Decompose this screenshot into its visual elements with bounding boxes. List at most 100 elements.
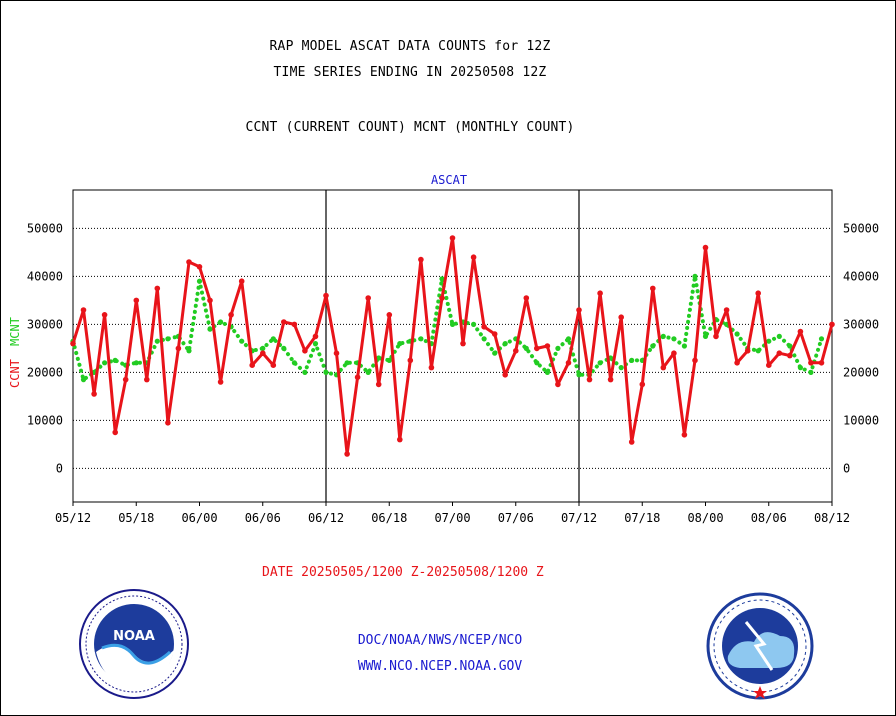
x-tick-label: 08/12 — [814, 511, 850, 525]
data-point-ccnt — [418, 256, 424, 263]
y-tick-label-left: 50000 — [27, 221, 63, 235]
data-point-mcnt — [112, 357, 118, 363]
data-point-ccnt — [449, 235, 456, 241]
data-point-ccnt — [744, 348, 751, 354]
data-point-ccnt — [523, 295, 530, 301]
data-point-mcnt — [281, 345, 287, 351]
data-point-ccnt — [460, 340, 466, 347]
data-point-ccnt — [291, 321, 298, 328]
data-point-ccnt — [270, 362, 277, 369]
data-point-ccnt — [154, 285, 161, 292]
data-point-mcnt — [755, 348, 761, 354]
data-point-ccnt — [723, 307, 730, 313]
data-point-ccnt — [186, 259, 192, 265]
data-point-mcnt — [523, 345, 529, 351]
x-tick-label: 07/12 — [561, 511, 597, 525]
data-point-ccnt — [576, 307, 582, 313]
data-point-ccnt — [555, 381, 561, 388]
data-point-mcnt — [629, 357, 635, 363]
data-point-ccnt — [386, 312, 393, 318]
data-point-ccnt — [818, 360, 825, 366]
data-point-ccnt — [702, 244, 709, 251]
data-point-mcnt — [734, 331, 740, 337]
data-point-mcnt — [302, 369, 308, 375]
data-point-mcnt — [618, 365, 624, 371]
data-point-ccnt — [238, 278, 245, 285]
data-point-mcnt — [312, 341, 319, 347]
data-point-ccnt — [797, 328, 804, 335]
data-point-mcnt — [471, 321, 477, 327]
data-point-ccnt — [776, 350, 783, 357]
data-point-ccnt — [217, 379, 224, 385]
data-point-mcnt — [344, 360, 350, 366]
y-tick-label-right: 50000 — [843, 221, 879, 235]
data-point-mcnt — [766, 338, 772, 344]
data-point-ccnt — [228, 312, 234, 318]
data-point-ccnt — [544, 343, 551, 349]
y-tick-label-right: 30000 — [843, 317, 879, 331]
data-point-ccnt — [470, 254, 477, 260]
data-point-mcnt — [576, 372, 582, 378]
data-point-mcnt — [797, 365, 804, 371]
y-axis-label-ccnt: CCNT — [8, 359, 22, 388]
data-point-ccnt — [787, 352, 793, 359]
data-point-mcnt — [80, 377, 87, 383]
data-point-ccnt — [302, 348, 308, 354]
data-point-mcnt — [650, 343, 656, 349]
x-tick-label: 06/12 — [308, 511, 344, 525]
data-point-mcnt — [481, 336, 487, 342]
data-point-mcnt — [386, 357, 392, 363]
data-point-mcnt — [260, 345, 266, 351]
org-path: DOC/NOAA/NWS/NCEP/NCO — [357, 633, 523, 648]
data-point-ccnt — [428, 364, 435, 371]
data-point-ccnt — [144, 376, 150, 383]
data-point-ccnt — [165, 420, 171, 426]
data-point-ccnt — [207, 297, 213, 304]
data-point-mcnt — [154, 338, 160, 344]
data-point-mcnt — [397, 341, 403, 347]
data-point-ccnt — [597, 290, 603, 297]
data-point-mcnt — [502, 341, 508, 347]
data-point-ccnt — [692, 357, 698, 364]
x-tick-label: 06/18 — [371, 511, 407, 525]
data-point-ccnt — [333, 350, 340, 357]
data-point-ccnt — [755, 290, 761, 297]
data-point-mcnt — [544, 369, 551, 375]
noaa-logo-text: NOAA — [113, 629, 155, 644]
y-tick-label-left: 30000 — [27, 317, 63, 331]
date-range-label: DATE 20250505/1200 Z-20250508/1200 Z — [262, 565, 544, 580]
data-point-ccnt — [491, 331, 498, 337]
data-point-mcnt — [376, 355, 382, 361]
x-tick-label: 05/18 — [118, 511, 154, 525]
data-point-ccnt — [829, 321, 835, 328]
data-point-ccnt — [586, 376, 593, 383]
data-point-mcnt — [776, 333, 782, 339]
data-point-ccnt — [354, 374, 361, 381]
data-point-ccnt — [502, 372, 509, 378]
data-point-mcnt — [555, 345, 561, 351]
data-point-ccnt — [808, 360, 814, 366]
chart-subtitle: CCNT (CURRENT COUNT) MCNT (MONTHLY COUNT… — [245, 120, 575, 135]
data-point-ccnt — [766, 362, 772, 369]
data-point-mcnt — [565, 336, 572, 342]
y-tick-label-left: 20000 — [27, 365, 63, 379]
y-tick-label-right: 20000 — [843, 365, 879, 379]
data-point-ccnt — [375, 381, 382, 388]
data-point-ccnt — [112, 429, 118, 436]
data-point-ccnt — [101, 312, 108, 318]
data-point-ccnt — [671, 350, 677, 357]
data-point-ccnt — [80, 307, 87, 313]
y-tick-label-left: 40000 — [27, 269, 63, 283]
data-point-ccnt — [133, 297, 140, 304]
website-link[interactable]: WWW.NCO.NCEP.NOAA.GOV — [357, 659, 523, 674]
data-point-ccnt — [639, 381, 646, 388]
data-point-ccnt — [249, 362, 255, 369]
data-point-mcnt — [449, 321, 456, 327]
data-point-mcnt — [418, 336, 424, 342]
data-point-ccnt — [175, 345, 182, 352]
x-tick-label: 06/06 — [245, 511, 281, 525]
data-point-mcnt — [681, 343, 688, 349]
data-point-ccnt — [565, 360, 572, 366]
data-point-ccnt — [323, 292, 329, 299]
data-point-mcnt — [808, 369, 814, 375]
